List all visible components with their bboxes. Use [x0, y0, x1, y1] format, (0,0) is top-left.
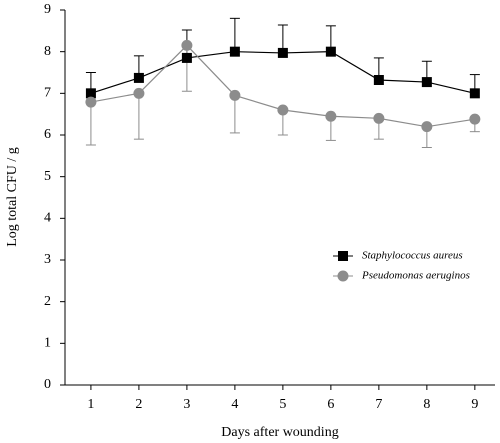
- data-point: [325, 46, 336, 57]
- legend-label: Pseudomonas aeruginos: [361, 270, 470, 282]
- data-point: [133, 87, 145, 99]
- y-tick-label: 6: [44, 127, 51, 142]
- x-tick-label: 4: [231, 397, 238, 412]
- data-point: [181, 39, 193, 51]
- data-point: [421, 121, 433, 133]
- y-tick-label: 2: [44, 294, 51, 309]
- x-tick-label: 8: [423, 397, 430, 412]
- y-tick-label: 1: [44, 336, 51, 351]
- y-tick-label: 8: [44, 44, 51, 59]
- data-point: [277, 47, 288, 58]
- y-tick-label: 4: [44, 211, 51, 226]
- data-point: [469, 113, 481, 125]
- y-tick-label: 0: [44, 377, 51, 392]
- x-tick-label: 7: [375, 397, 382, 412]
- x-tick-label: 5: [279, 397, 286, 412]
- data-point: [325, 110, 337, 122]
- data-point: [229, 46, 240, 57]
- x-tick-label: 9: [471, 397, 478, 412]
- x-tick-label: 1: [87, 397, 94, 412]
- y-tick-label: 3: [44, 252, 51, 267]
- data-point: [181, 52, 192, 63]
- data-point: [229, 89, 241, 101]
- y-tick-label: 5: [44, 169, 51, 184]
- y-axis-label: Log total CFU / g: [5, 147, 20, 247]
- x-tick-label: 6: [327, 397, 334, 412]
- x-tick-label: 3: [183, 397, 190, 412]
- data-point: [133, 72, 144, 83]
- legend-label: Staphylococcus aureus: [362, 250, 463, 262]
- x-axis-label: Days after wounding: [221, 425, 338, 440]
- data-point: [421, 77, 432, 88]
- data-point: [277, 104, 289, 116]
- y-tick-label: 9: [44, 2, 51, 17]
- data-point: [85, 88, 96, 99]
- data-point: [373, 112, 385, 124]
- legend-marker: [338, 251, 348, 261]
- x-tick-label: 2: [135, 397, 142, 412]
- data-point: [469, 88, 480, 99]
- legend-marker: [337, 270, 349, 282]
- data-point: [373, 75, 384, 85]
- y-tick-label: 7: [44, 86, 51, 101]
- data-point: [85, 96, 97, 108]
